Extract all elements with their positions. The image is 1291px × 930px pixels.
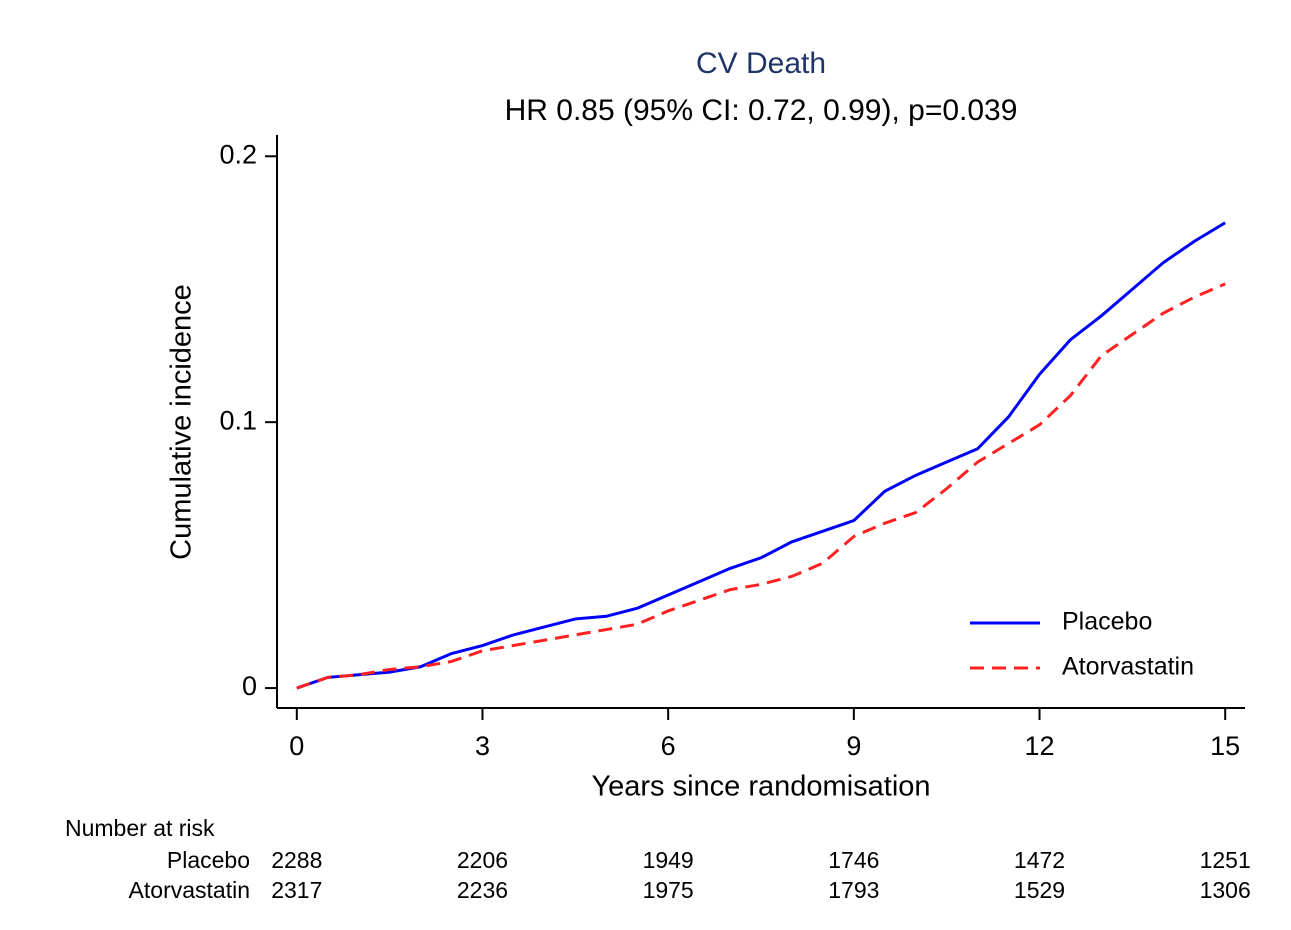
risk-row-label: Placebo (167, 847, 250, 873)
risk-row-label: Atorvastatin (129, 877, 250, 903)
y-tick-label: 0 (242, 671, 257, 701)
x-axis-label: Years since randomisation (591, 771, 930, 803)
legend-label: Placebo (1062, 608, 1152, 636)
risk-count: 1529 (1014, 877, 1065, 903)
risk-count: 2317 (271, 877, 322, 903)
risk-table-title: Number at risk (65, 815, 215, 841)
risk-count: 2236 (457, 877, 508, 903)
legend-label: Atorvastatin (1062, 653, 1194, 681)
risk-count: 1472 (1014, 847, 1065, 873)
x-tick-label: 3 (475, 731, 490, 761)
risk-count: 1975 (643, 877, 694, 903)
risk-count: 2288 (271, 847, 322, 873)
risk-count: 1306 (1200, 877, 1251, 903)
chart-subtitle: HR 0.85 (95% CI: 0.72, 0.99), p=0.039 (505, 94, 1018, 127)
x-tick-label: 12 (1024, 731, 1054, 761)
risk-count: 1793 (828, 877, 879, 903)
chart-title: CV Death (696, 47, 826, 80)
series-line (296, 282, 1226, 690)
x-tick-label: 9 (846, 731, 861, 761)
y-tick-label: 0.2 (219, 139, 257, 169)
risk-count: 1746 (828, 847, 879, 873)
risk-count: 2206 (457, 847, 508, 873)
x-tick-label: 6 (661, 731, 676, 761)
y-axis-label: Cumulative incidence (166, 284, 198, 560)
series-line (296, 221, 1226, 690)
y-tick-label: 0.1 (219, 405, 257, 435)
x-tick-label: 15 (1210, 731, 1240, 761)
x-tick-label: 0 (289, 731, 304, 761)
risk-count: 1251 (1200, 847, 1251, 873)
risk-count: 1949 (643, 847, 694, 873)
